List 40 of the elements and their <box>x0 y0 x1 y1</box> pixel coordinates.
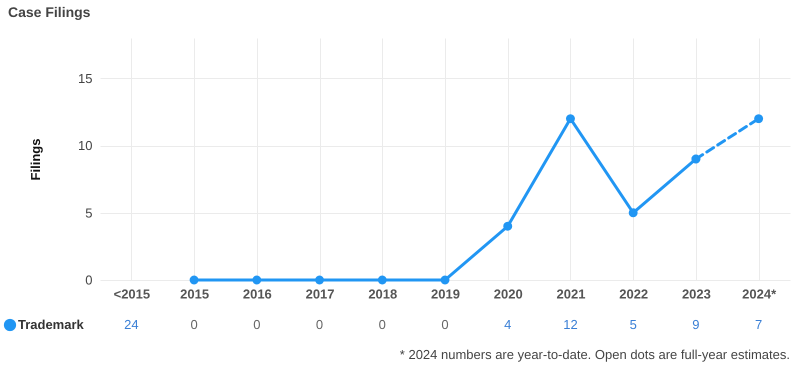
data-label: 0 <box>378 317 386 332</box>
x-tick-label: 2022 <box>619 286 648 302</box>
x-tick-label: 2016 <box>242 286 272 302</box>
x-tick-label: 2019 <box>431 286 460 302</box>
point <box>754 114 764 124</box>
x-tick-label: 2017 <box>306 286 335 302</box>
data-label: 0 <box>441 317 449 332</box>
point <box>628 208 638 218</box>
point <box>190 276 199 284</box>
y-tick-label: 0 <box>85 272 92 288</box>
point <box>440 276 450 284</box>
text: 7 <box>755 317 762 332</box>
x-tick-label: 2018 <box>368 286 398 302</box>
point <box>566 114 575 124</box>
data-label: 12 <box>563 317 578 332</box>
point <box>691 154 700 164</box>
text: 24 <box>124 317 139 332</box>
point <box>378 276 387 284</box>
point <box>503 222 512 231</box>
x-tick-label: 2015 <box>180 286 210 302</box>
data-label: 5 <box>630 317 637 332</box>
x-tick-label: 2024* <box>742 286 778 302</box>
data-label: 4 <box>504 317 512 332</box>
data-label: 0 <box>253 317 260 332</box>
text: * 2024 numbers are year-to-date. Open dots are full-year estimates. <box>400 347 790 362</box>
point <box>315 276 324 284</box>
data-label: 9 <box>692 317 700 332</box>
point <box>252 276 262 284</box>
x-tick-label: 2020 <box>494 286 523 302</box>
x-tick-label: 2021 <box>556 286 586 302</box>
x-tick-label: 2023 <box>682 286 711 302</box>
y-axis-title: Filings <box>28 138 44 180</box>
legend-label: Trademark <box>18 317 85 332</box>
y-tick-label: 15 <box>78 70 92 86</box>
chart-title: Case Filings <box>8 4 91 20</box>
data-label: 0 <box>316 317 324 332</box>
x-tick-label: <2015 <box>114 286 150 302</box>
data-label: 0 <box>190 317 198 332</box>
y-tick-label: 10 <box>78 138 92 154</box>
y-tick-label: 5 <box>85 205 92 220</box>
